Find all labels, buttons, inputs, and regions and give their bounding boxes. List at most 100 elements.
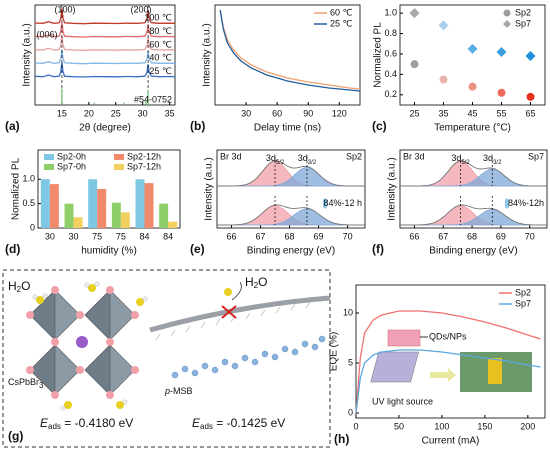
diamond-marker <box>409 8 420 19</box>
x-axis-label: humidity (%) <box>81 246 137 257</box>
circle-marker <box>439 75 448 84</box>
material-label: CsPbBr3 <box>8 377 44 390</box>
y-axis-label: Normalized PL <box>373 22 384 88</box>
x-tick-label: 67 <box>438 231 448 241</box>
x-tick-label: 69 <box>496 231 506 241</box>
x-tick-label: 69 <box>314 231 324 241</box>
peak-name-sub: 5/2 <box>276 160 285 166</box>
device <box>488 358 502 384</box>
legend-label: 100 ℃ <box>144 13 172 23</box>
circle-marker <box>410 60 419 69</box>
uv-source <box>370 351 419 383</box>
peak-name: 3d5/2 <box>451 153 470 165</box>
y-tick-label: 0.4 <box>384 69 397 79</box>
data-line <box>34 8 176 25</box>
x-tick-label: 35 <box>165 108 175 118</box>
bar <box>97 189 107 228</box>
circle-marker <box>468 82 477 91</box>
panel-label: (b) <box>190 119 205 133</box>
corner-label: Sp2 <box>346 151 362 161</box>
x-tick-label: 35 <box>438 108 448 118</box>
cross <box>221 305 237 319</box>
data-line <box>34 49 176 65</box>
data-line <box>34 35 176 51</box>
water-label: H2O <box>8 279 30 294</box>
x-tick-label: 30 <box>241 108 251 118</box>
diamond-marker <box>525 51 536 62</box>
legend-swatch <box>44 154 54 160</box>
spectrum-label: 84%-12h <box>508 198 544 208</box>
data-line <box>219 9 361 90</box>
peak-name-main: 3d <box>483 153 493 163</box>
y-axis-label: Intensity (a.u.) <box>387 157 398 220</box>
legend-swatch <box>44 164 54 170</box>
diamond-marker <box>467 43 478 54</box>
arrow <box>231 281 242 301</box>
peak-name-main: 3d <box>451 153 461 163</box>
y-tick-label: 1.0 <box>384 8 397 18</box>
reference-label: #54-0752 <box>134 94 172 104</box>
legend-swatch <box>114 154 124 160</box>
energy-label: Eads = -0.4180 eV <box>40 416 133 431</box>
legend-label: Sp7-0h <box>57 161 86 171</box>
x-tick-label: 75 <box>116 231 126 241</box>
panel-label: (h) <box>334 432 349 446</box>
peak-label: (006) <box>36 29 57 39</box>
arrow <box>430 368 456 382</box>
legend-label: 60 ℃ <box>330 7 353 17</box>
bar <box>168 221 178 228</box>
data-line <box>355 349 541 414</box>
x-tick-label: 100 <box>434 421 449 431</box>
corner-label: Br 3d <box>220 151 242 161</box>
legend-label: 40 ℃ <box>149 53 172 63</box>
x-axis-label: Binding energy (eV) <box>429 246 517 257</box>
inset-label: UV light source <box>372 396 433 406</box>
circle-marker <box>497 88 506 97</box>
peak-name-main: 3d <box>266 153 276 163</box>
x-axis-label: Temperature (°C) <box>434 123 511 134</box>
legend-swatch <box>114 164 124 170</box>
data-line <box>219 9 361 92</box>
material-label: p-MSB <box>164 386 193 396</box>
y-tick-label: 10 <box>343 307 353 317</box>
legend-marker <box>503 9 511 17</box>
data-line <box>355 310 541 414</box>
water-molecules <box>32 281 148 411</box>
legend-label: Sp2-0h <box>57 151 86 161</box>
bar <box>73 217 83 228</box>
legend-label: Sp7 <box>515 18 531 28</box>
y-tick-label: 1.0 <box>22 174 35 184</box>
energy-label: Eads = -0.1425 eV <box>192 416 285 431</box>
peak-name-sub: 5/2 <box>461 160 470 166</box>
plot-frame <box>399 149 548 229</box>
water-molecule <box>224 288 232 296</box>
x-tick-label: 68 <box>285 231 295 241</box>
panel-label: (f) <box>372 242 384 256</box>
data-line <box>34 62 176 78</box>
water-label: H2O <box>245 275 267 290</box>
bar <box>49 184 59 228</box>
x-tick-label: 20 <box>84 108 94 118</box>
x-tick-label: 55 <box>496 108 506 118</box>
y-axis-label: Intensity (a.u.) <box>202 23 213 86</box>
legend-label: Sp7-12h <box>127 161 161 171</box>
x-axis-label: Delay time (ns) <box>254 123 321 134</box>
y-tick-label: 0.6 <box>384 48 397 58</box>
x-tick-label: 66 <box>227 231 237 241</box>
plot-frame <box>34 4 176 106</box>
x-tick-label: 30 <box>45 231 55 241</box>
bar <box>64 203 74 228</box>
corner-label: Sp7 <box>528 151 544 161</box>
legend-label: 60 ℃ <box>149 39 172 49</box>
bar <box>111 202 121 228</box>
y-tick-label: 0.2 <box>384 89 397 99</box>
fit-envelope <box>400 160 547 187</box>
diagram-g: H2O H2O CsPbBr3 p-MSB Eads = -0.4180 eV … <box>2 269 331 448</box>
x-tick-label: 200 <box>520 421 535 431</box>
x-tick-label: 75 <box>92 231 102 241</box>
x-tick-label: 150 <box>477 421 492 431</box>
diamond-marker <box>438 20 449 31</box>
qd-film <box>387 329 421 347</box>
x-tick-label: 68 <box>467 231 477 241</box>
halide-atoms <box>26 286 139 399</box>
